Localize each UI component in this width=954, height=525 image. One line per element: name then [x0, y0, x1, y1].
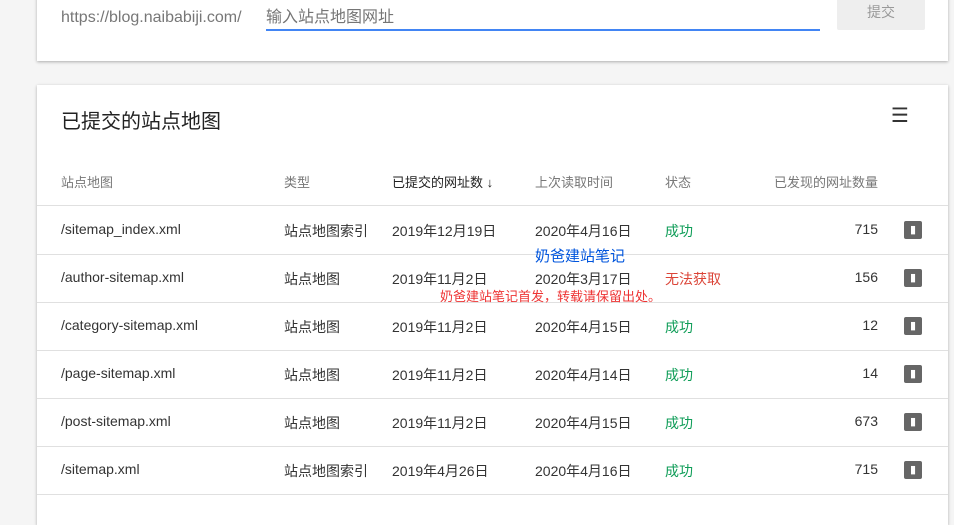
bar-chart-icon[interactable]: ▮	[904, 317, 922, 335]
table-row[interactable]: /post-sitemap.xml 站点地图 2019年11月2日 2020年4…	[37, 398, 948, 447]
col-submitted[interactable]: 已提交的网址数 ↓	[392, 175, 494, 190]
bar-chart-icon[interactable]: ▮	[904, 461, 922, 479]
sitemap-path[interactable]: /post-sitemap.xml	[61, 413, 171, 429]
col-sitemap[interactable]: 站点地图	[61, 175, 114, 190]
discovered-count: 156	[854, 269, 878, 285]
col-last-read[interactable]: 上次读取时间	[535, 175, 614, 190]
sitemap-path[interactable]: /page-sitemap.xml	[61, 365, 176, 381]
status: 无法获取	[665, 271, 721, 287]
status: 成功	[665, 223, 693, 239]
status: 成功	[665, 415, 693, 431]
sitemap-path[interactable]: /author-sitemap.xml	[61, 269, 184, 285]
sitemap-url-input[interactable]	[266, 7, 820, 31]
last-read-date: 2020年4月15日	[535, 319, 632, 335]
sitemap-path[interactable]: /sitemap_index.xml	[61, 221, 181, 237]
table-row[interactable]: /author-sitemap.xml 站点地图 2019年11月2日 2020…	[37, 254, 948, 303]
last-read-date: 2020年3月17日	[535, 271, 632, 287]
bar-chart-icon[interactable]: ▮	[904, 221, 922, 239]
discovered-count: 715	[854, 461, 878, 477]
discovered-count: 715	[854, 221, 878, 237]
submitted-date: 2019年11月2日	[392, 415, 488, 431]
last-read-date: 2020年4月15日	[535, 415, 632, 431]
submitted-date: 2019年12月19日	[392, 223, 497, 239]
table-header: 站点地图 类型 已提交的网址数 ↓ 上次读取时间 状态 已发现的网址数量	[37, 157, 948, 206]
sitemap-type: 站点地图	[284, 319, 340, 335]
sitemap-path[interactable]: /sitemap.xml	[61, 461, 140, 477]
sitemap-type: 站点地图	[284, 367, 340, 383]
sitemap-type: 站点地图	[284, 271, 340, 287]
status: 成功	[665, 367, 693, 383]
add-sitemap-card: https://blog.naibabiji.com/ 提交	[37, 0, 948, 61]
status: 成功	[665, 463, 693, 479]
col-discovered[interactable]: 已发现的网址数量	[773, 175, 878, 190]
table-row[interactable]: /category-sitemap.xml 站点地图 2019年11月2日 20…	[37, 302, 948, 351]
bar-chart-icon[interactable]: ▮	[904, 365, 922, 383]
last-read-date: 2020年4月16日	[535, 223, 632, 239]
sitemap-path[interactable]: /category-sitemap.xml	[61, 317, 198, 333]
bar-chart-icon[interactable]: ▮	[904, 269, 922, 287]
submitted-sitemaps-card: 已提交的站点地图 ☰ 站点地图 类型 已提交的网址数 ↓ 上次读取时间 状态 已…	[37, 85, 948, 525]
sitemap-type: 站点地图	[284, 415, 340, 431]
watermark-notice: 奶爸建站笔记首发，转载请保留出处。	[440, 289, 662, 304]
table-row[interactable]: /page-sitemap.xml 站点地图 2019年11月2日 2020年4…	[37, 350, 948, 399]
col-status[interactable]: 状态	[665, 175, 692, 190]
table-row[interactable]: /sitemap.xml 站点地图索引 2019年4月26日 2020年4月16…	[37, 446, 948, 495]
submitted-date: 2019年11月2日	[392, 319, 488, 335]
discovered-count: 673	[854, 413, 878, 429]
sitemap-type: 站点地图索引	[284, 223, 368, 239]
submitted-date: 2019年11月2日	[392, 367, 488, 383]
watermark-brand: 奶爸建站笔记	[535, 248, 626, 265]
filter-icon[interactable]: ☰	[891, 105, 909, 127]
submit-button[interactable]: 提交	[837, 0, 925, 30]
card-title: 已提交的站点地图	[61, 111, 221, 133]
last-read-date: 2020年4月16日	[535, 463, 632, 479]
discovered-count: 14	[862, 365, 878, 381]
last-read-date: 2020年4月14日	[535, 367, 632, 383]
submitted-date: 2019年11月2日	[392, 271, 488, 287]
bar-chart-icon[interactable]: ▮	[904, 413, 922, 431]
status: 成功	[665, 319, 693, 335]
site-url-prefix: https://blog.naibabiji.com/	[61, 9, 242, 26]
sitemap-type: 站点地图索引	[284, 463, 368, 479]
col-type[interactable]: 类型	[284, 175, 311, 190]
submitted-date: 2019年4月26日	[392, 463, 489, 479]
discovered-count: 12	[862, 317, 878, 333]
table-row[interactable]: /sitemap_index.xml 站点地图索引 2019年12月19日 20…	[37, 206, 948, 255]
